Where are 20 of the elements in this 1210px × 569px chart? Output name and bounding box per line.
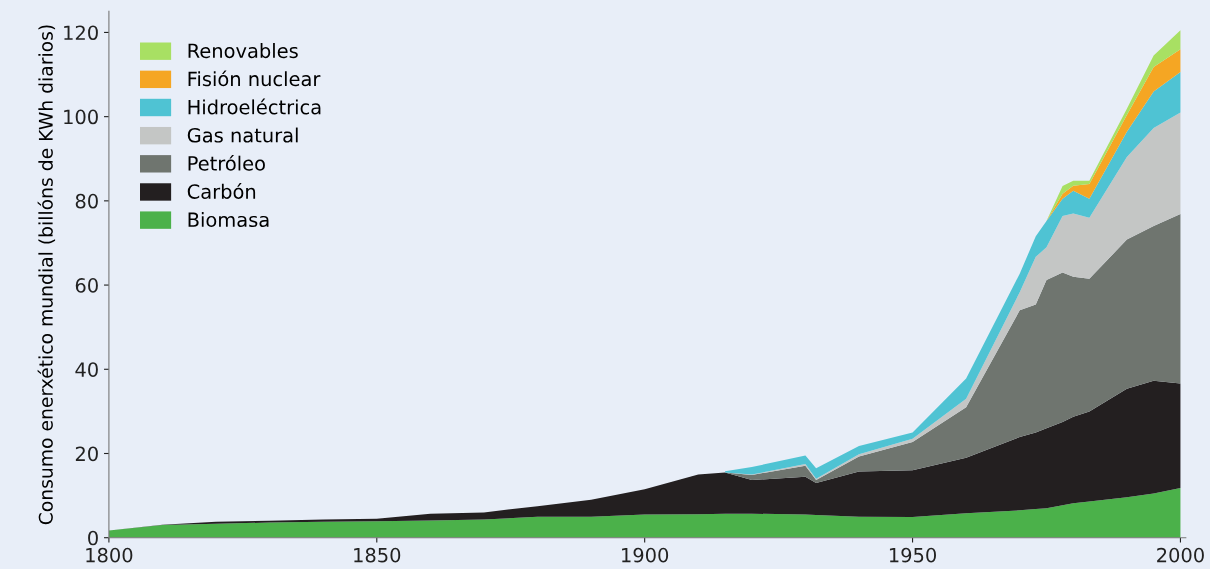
legend-label: Biomasa bbox=[188, 212, 269, 228]
legend-label: Hidroeléctrica bbox=[188, 98, 321, 115]
legend-label: Carbón bbox=[187, 183, 256, 199]
x-tick-label: 2000 bbox=[1157, 547, 1204, 563]
y-tick-label: 80 bbox=[75, 193, 98, 209]
x-tick-label: 1900 bbox=[622, 547, 669, 563]
x-tick-label: 1850 bbox=[354, 547, 401, 563]
legend-label: Renovables bbox=[188, 43, 298, 59]
y-axis-title: Consumo enerxético mundial (billóns de KWh diarios) bbox=[37, 25, 56, 525]
y-tick-label: 60 bbox=[75, 278, 98, 293]
x-tick-label: 1800 bbox=[86, 547, 133, 563]
y-tick-label: 120 bbox=[64, 25, 98, 41]
legend-label: Fisión nuclear bbox=[188, 70, 321, 87]
y-tick-label: 100 bbox=[64, 109, 98, 125]
legend-label: Gas natural bbox=[187, 127, 298, 143]
y-tick-label: 0 bbox=[88, 530, 98, 546]
legend-label: Petróleo bbox=[188, 154, 265, 171]
y-tick-label: 40 bbox=[75, 362, 98, 377]
x-tick-label: 1950 bbox=[889, 547, 937, 563]
y-tick-label: 20 bbox=[75, 446, 98, 462]
